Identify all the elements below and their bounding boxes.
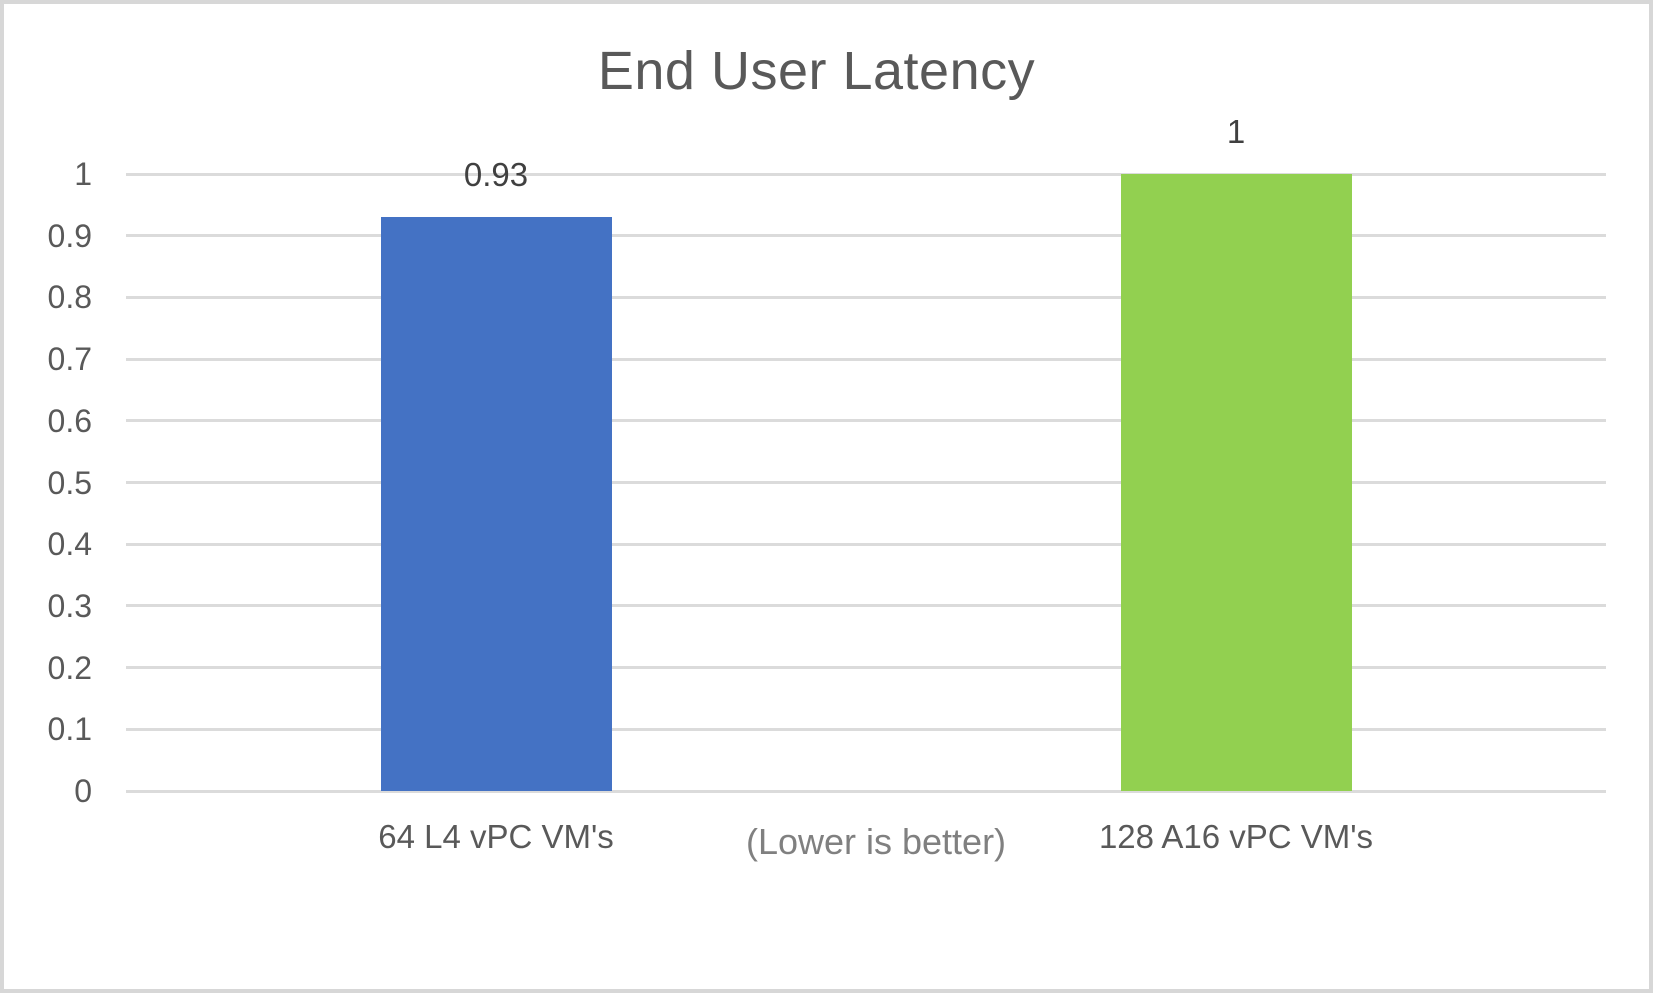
gridline <box>126 542 1606 546</box>
y-tick-label: 0.4 <box>47 526 92 563</box>
chart-title: End User Latency <box>597 41 1036 101</box>
y-tick-label: 0.9 <box>47 217 92 254</box>
y-tick-label: 0.6 <box>47 402 92 439</box>
bar-2 <box>1120 174 1352 791</box>
y-tick-label: 0.5 <box>47 464 92 501</box>
y-tick-label: 0.3 <box>47 587 92 624</box>
gridline <box>126 295 1606 299</box>
gridline <box>126 666 1606 670</box>
y-tick-label: 1 <box>74 156 92 192</box>
category-label: 128 A16 vPC VM's <box>1098 818 1374 855</box>
data-label: 0.93 <box>463 156 529 194</box>
gridline <box>126 357 1606 361</box>
y-tick-label: 0.7 <box>47 341 92 378</box>
gridline <box>126 419 1606 423</box>
gridline <box>126 727 1606 731</box>
y-tick-label: 0.8 <box>47 279 92 316</box>
gridline <box>126 234 1606 238</box>
bar-1 <box>380 217 612 791</box>
y-tick-label: 0.1 <box>47 711 92 748</box>
annotation-lower-is-better: (Lower is better) <box>745 821 1007 862</box>
gridline <box>126 604 1606 608</box>
plot-area: 0 0.1 0.2 0.3 0.4 0.5 0.6 0.7 0.8 0.9 1 0.93 64 L4 v… <box>4 4 1653 997</box>
gridline <box>126 172 1606 176</box>
category-label: 64 L4 vPC VM's <box>378 818 614 855</box>
y-tick-label: 0.2 <box>47 649 92 686</box>
data-label: 1 <box>1226 113 1246 150</box>
y-tick-label: 0 <box>74 773 92 809</box>
gridline <box>126 789 1606 793</box>
gridline <box>126 481 1606 484</box>
